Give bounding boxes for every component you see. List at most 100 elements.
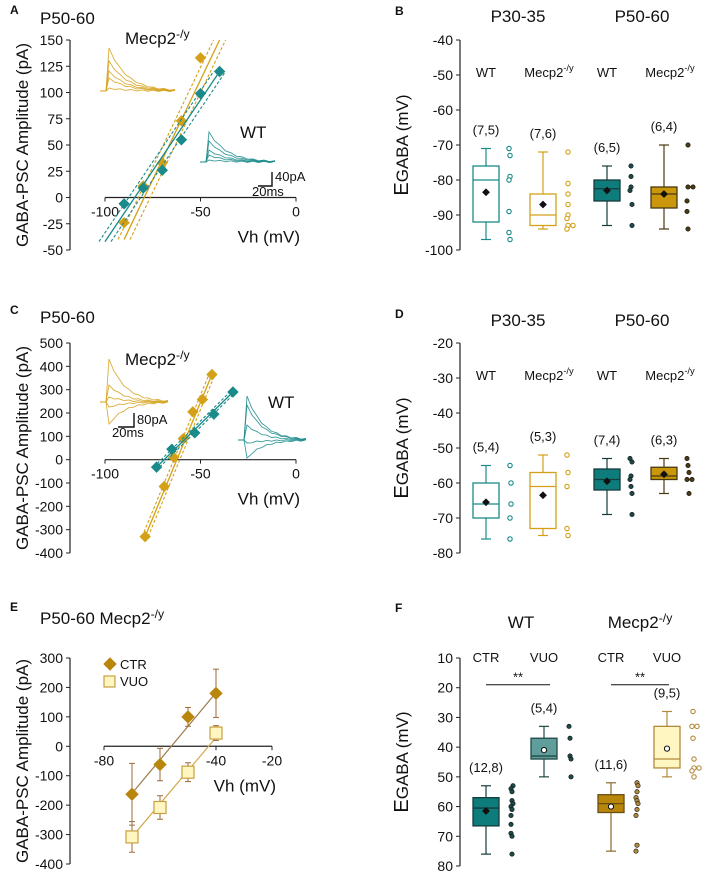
trace bbox=[238, 424, 307, 441]
fit-line-vuo bbox=[131, 737, 217, 838]
trace bbox=[100, 59, 176, 92]
mean-marker bbox=[539, 491, 547, 500]
box-label: CTR bbox=[598, 650, 625, 665]
x-tick-label: -100 bbox=[91, 204, 119, 220]
y-tick-label: 30 bbox=[437, 709, 453, 725]
data-point bbox=[685, 184, 691, 190]
trace bbox=[100, 47, 176, 92]
box bbox=[529, 471, 557, 530]
data-point bbox=[634, 789, 640, 795]
data-point bbox=[686, 469, 692, 475]
box-label: VUO bbox=[530, 650, 558, 665]
mean-marker bbox=[482, 807, 490, 815]
confidence-line bbox=[159, 391, 237, 468]
panel-letter-c: C bbox=[10, 303, 19, 317]
data-point bbox=[213, 65, 226, 78]
data-point-vuo bbox=[153, 800, 167, 815]
data-point bbox=[166, 443, 178, 455]
x-axis-label: Vh (mV) bbox=[214, 776, 276, 795]
n-label: (7,5) bbox=[473, 123, 500, 138]
panel-f: F WT Mecp2-/y 10 20 30 40 50 60 70 80 EGABA (mV) CTR… bbox=[391, 601, 702, 874]
fit-line-ctr bbox=[131, 692, 217, 794]
data-point bbox=[175, 134, 188, 146]
y-tick-label: 150 bbox=[40, 32, 64, 48]
group-title: WT bbox=[508, 613, 534, 632]
y-tick-label: -300 bbox=[35, 827, 63, 843]
box-label: WT bbox=[476, 368, 496, 383]
data-point bbox=[564, 525, 570, 532]
data-point-vuo bbox=[209, 726, 223, 740]
box bbox=[529, 193, 557, 227]
y-tick-label: 60 bbox=[437, 799, 453, 815]
data-point bbox=[694, 723, 700, 730]
box-label: VUO bbox=[653, 650, 681, 665]
data-point bbox=[684, 198, 690, 204]
group-title: P30-35 bbox=[491, 311, 546, 330]
mean-marker bbox=[539, 200, 547, 209]
x-tick-label: 0 bbox=[292, 204, 300, 220]
x-tick-label: -100 bbox=[91, 466, 119, 482]
box-label: Mecp2-/y bbox=[645, 366, 695, 383]
data-point bbox=[508, 821, 514, 827]
y-tick-label: 100 bbox=[40, 85, 64, 101]
n-label: (5,3) bbox=[530, 429, 557, 444]
y-tick-label: 20 bbox=[437, 680, 453, 696]
x-tick-label: 0 bbox=[292, 466, 300, 482]
box-4: Mecp2-/y (6,3) bbox=[645, 366, 695, 496]
panel-c: C P50-60 -400 -300 -200 -100 0 100 200 300 400 500 -… bbox=[10, 303, 307, 561]
y-tick-label: -300 bbox=[35, 522, 63, 538]
data-point bbox=[690, 708, 696, 715]
box-label: WT bbox=[476, 65, 496, 80]
data-point bbox=[635, 783, 641, 789]
panel-a: A P50-60 -50 -25 0 25 50 75 100 125 150 -100 -50 0 Vh … bbox=[10, 3, 306, 258]
data-point bbox=[627, 476, 633, 482]
data-point bbox=[158, 480, 170, 493]
confidence-line bbox=[98, 71, 215, 242]
data-point bbox=[189, 427, 201, 439]
box-2: Mecp2-/y (5,3) bbox=[524, 366, 574, 539]
y-tick-label: -50 bbox=[433, 440, 453, 456]
y-tick-label: 200 bbox=[40, 679, 64, 695]
mecp2-traces bbox=[100, 47, 176, 92]
panel-letter-e: E bbox=[10, 600, 18, 614]
y-tick-label: 400 bbox=[40, 358, 64, 374]
data-point bbox=[629, 511, 635, 517]
data-point bbox=[565, 201, 571, 208]
data-point bbox=[690, 735, 696, 741]
y-tick-label: 25 bbox=[47, 163, 63, 179]
scale-bar-x-label: 20ms bbox=[252, 184, 284, 199]
scale-bar-y-label: 40pA bbox=[275, 169, 306, 184]
scale-bar bbox=[258, 172, 273, 187]
y-tick-label: 50 bbox=[437, 769, 453, 785]
data-point bbox=[691, 756, 697, 762]
y-tick-label: 125 bbox=[40, 58, 64, 74]
data-point bbox=[509, 807, 515, 813]
y-tick-label: -80 bbox=[433, 172, 453, 188]
legend-marker-vuo bbox=[103, 675, 116, 688]
y-tick-label: 0 bbox=[55, 452, 63, 468]
data-point bbox=[633, 812, 639, 818]
trace bbox=[100, 70, 176, 92]
y-tick-label: -40 bbox=[433, 32, 453, 48]
data-point bbox=[194, 52, 207, 64]
trace bbox=[100, 401, 169, 408]
data-point bbox=[227, 386, 239, 398]
data-point bbox=[507, 515, 513, 521]
y-tick-label: -60 bbox=[433, 102, 453, 118]
n-label: (6,5) bbox=[594, 140, 621, 155]
data-point bbox=[168, 451, 180, 464]
y-tick-label: -70 bbox=[433, 510, 453, 526]
mean-marker bbox=[603, 186, 611, 195]
data-point bbox=[696, 765, 702, 771]
data-point bbox=[567, 735, 573, 741]
x-tick-label: -40 bbox=[206, 752, 226, 768]
n-label: (12,8) bbox=[469, 760, 503, 775]
scale-bar-y-label: 80pA bbox=[137, 412, 168, 427]
n-label: (6,4) bbox=[651, 119, 678, 134]
data-point bbox=[150, 461, 163, 473]
data-point bbox=[507, 152, 513, 159]
mecp2-label: Mecp2-/y bbox=[125, 27, 191, 48]
y-tick-label: 75 bbox=[47, 111, 63, 127]
box-1: CTR (12,8) bbox=[469, 650, 516, 857]
data-point bbox=[629, 202, 635, 208]
